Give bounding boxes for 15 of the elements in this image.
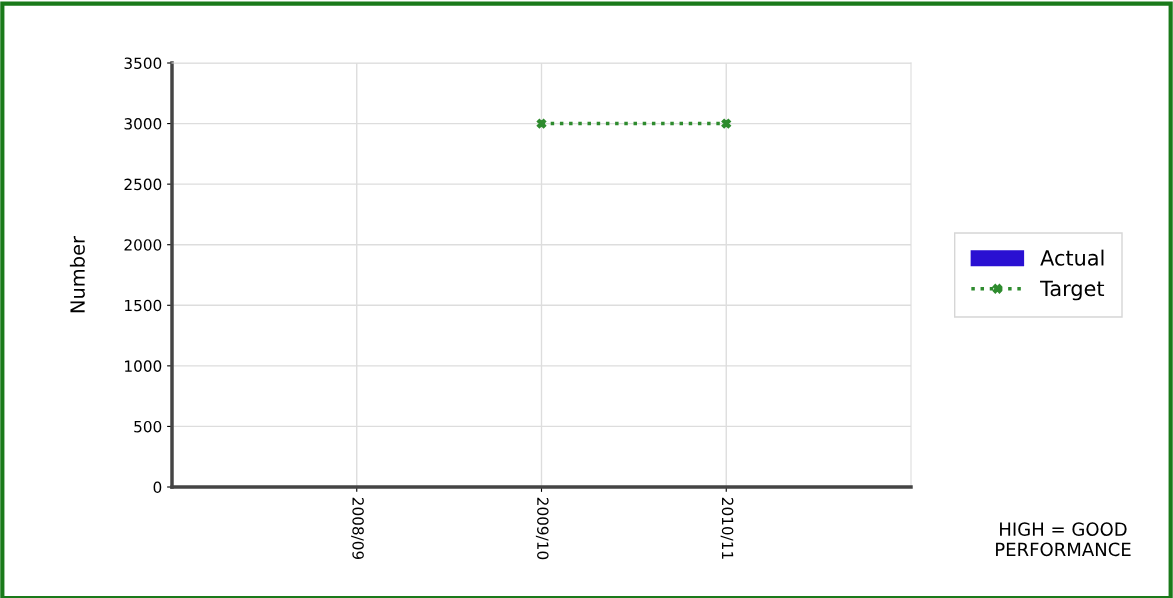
x-tick-label: 2009/10 [535, 497, 549, 560]
y-tick-label: 0 [153, 481, 162, 494]
x-tick-label: 2008/09 [351, 497, 364, 560]
y-tick-label: 2000 [124, 239, 162, 251]
legend-label: Target [1040, 280, 1105, 301]
y-tick-label: 1500 [125, 299, 162, 312]
y-axis-title: Number [69, 235, 85, 313]
legend-label: Actual [1040, 249, 1104, 266]
y-tick-label: 500 [134, 420, 162, 433]
x-tick-label: 2010/11 [720, 497, 734, 559]
y-tick-label: 3500 [124, 57, 162, 70]
text: HIGH = GOOD PERFORMANCE [996, 522, 1131, 557]
y-tick-label: 3000 [124, 118, 162, 130]
y-tick-label: 2500 [124, 178, 162, 191]
y-tick-label: 1000 [125, 360, 162, 372]
